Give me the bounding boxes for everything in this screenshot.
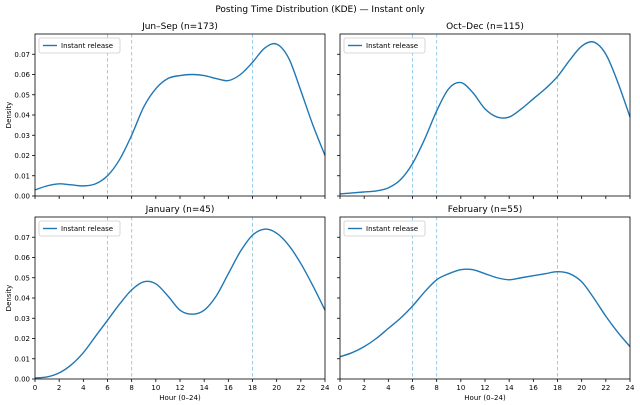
- axes-frame: [34, 216, 326, 380]
- legend: Instant release: [343, 37, 426, 54]
- legend: Instant release: [38, 37, 121, 54]
- axes-frame: [339, 33, 631, 197]
- y-tick-label: 0.03: [14, 315, 30, 323]
- x-tick-label: 14: [505, 384, 514, 392]
- legend: Instant release: [343, 220, 426, 237]
- x-tick-label: 8: [434, 384, 438, 392]
- legend-label: Instant release: [61, 225, 113, 233]
- legend-box: [343, 220, 426, 237]
- y-tick-label: 0.07: [14, 51, 30, 59]
- x-tick-label: 6: [410, 384, 415, 392]
- y-tick-label: 0.02: [14, 335, 30, 343]
- axes-frame: [34, 33, 326, 197]
- x-tick-label: 2: [57, 384, 61, 392]
- legend-box: [38, 37, 121, 54]
- y-tick-label: 0.02: [14, 152, 30, 160]
- y-tick-label: 0.03: [14, 132, 30, 140]
- y-tick-label: 0.01: [14, 172, 30, 180]
- kde-line: [34, 42, 326, 191]
- panel-title: February (n=55): [448, 205, 522, 215]
- x-tick-label: 4: [81, 384, 86, 392]
- x-tick-label: 16: [529, 384, 538, 392]
- x-axis-label: Hour (0–24): [464, 394, 506, 402]
- panel-1: Jun–Sep (n=173) 0.00 0.01 0.02 0.03 0.04 0.05 0…: [5, 22, 326, 201]
- x-tick-label: 24: [321, 384, 330, 392]
- y-tick-label: 0.07: [14, 234, 30, 242]
- panel-4: February (n=55)0 2 4 6 8 10 12 14 16 18 20 22 24Hour…: [337, 205, 635, 402]
- kde-line: [34, 228, 326, 379]
- x-tick-label: 0: [33, 384, 37, 392]
- panel-3: January (n=45)0 2 4 6 8 10 12 14 16 18 20 22 240.000…: [5, 205, 330, 402]
- y-tick-label: 0.00: [14, 376, 30, 384]
- y-tick-label: 0.00: [14, 193, 30, 201]
- x-tick-label: 18: [553, 384, 562, 392]
- y-tick-label: 0.06: [14, 71, 30, 79]
- x-tick-label: 22: [601, 384, 610, 392]
- axes-frame: [339, 216, 631, 380]
- y-tick-label: 0.05: [14, 274, 30, 282]
- x-tick-label: 4: [386, 384, 391, 392]
- legend-label: Instant release: [61, 42, 113, 50]
- x-tick-label: 10: [456, 384, 465, 392]
- y-tick-label: 0.04: [14, 112, 30, 120]
- x-tick-label: 20: [577, 384, 586, 392]
- y-tick-label: 0.05: [14, 91, 30, 99]
- y-tick-label: 0.01: [14, 355, 30, 363]
- legend-box: [343, 37, 426, 54]
- x-tick-label: 14: [200, 384, 209, 392]
- x-tick-label: 8: [129, 384, 133, 392]
- panel-title: January (n=45): [145, 205, 215, 215]
- x-tick-label: 10: [151, 384, 160, 392]
- y-tick-label: 0.04: [14, 295, 30, 303]
- y-tick-label: 0.06: [14, 254, 30, 262]
- x-tick-label: 20: [272, 384, 281, 392]
- x-tick-label: 2: [362, 384, 366, 392]
- kde-line: [339, 41, 631, 195]
- x-tick-label: 12: [176, 384, 185, 392]
- x-tick-label: 0: [338, 384, 342, 392]
- legend-label: Instant release: [366, 42, 418, 50]
- x-tick-label: 18: [248, 384, 257, 392]
- y-axis-label: Density: [5, 102, 13, 129]
- legend-box: [38, 220, 121, 237]
- x-tick-label: 12: [481, 384, 490, 392]
- x-tick-label: 24: [626, 384, 635, 392]
- x-axis-label: Hour (0–24): [159, 394, 201, 402]
- y-axis-label: Density: [5, 285, 13, 312]
- figure-title: Posting Time Distribution (KDE) — Instan…: [215, 5, 425, 15]
- x-tick-label: 22: [296, 384, 305, 392]
- x-tick-label: 6: [105, 384, 110, 392]
- panel-title: Oct–Dec (n=115): [446, 22, 524, 32]
- kde-line: [339, 268, 631, 358]
- legend-label: Instant release: [366, 225, 418, 233]
- legend: Instant release: [38, 220, 121, 237]
- panel-2: Oct–Dec (n=115) Instant release: [337, 22, 631, 199]
- x-tick-label: 16: [224, 384, 233, 392]
- panel-title: Jun–Sep (n=173): [141, 22, 218, 32]
